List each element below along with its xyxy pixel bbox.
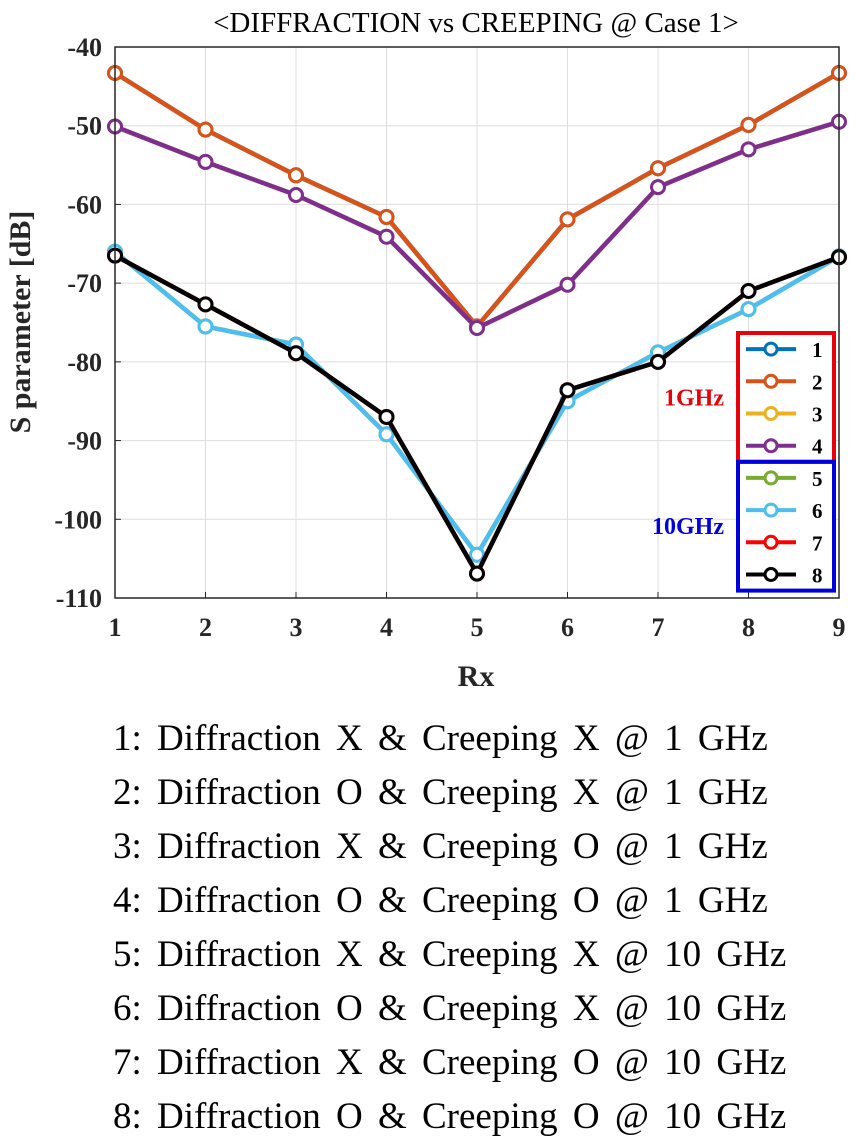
series-4-point-8 xyxy=(740,141,757,158)
series-4-point-4 xyxy=(378,228,395,245)
x-tick-label-4: 4 xyxy=(380,613,393,642)
series-8-point-8 xyxy=(740,283,757,300)
legend-group-label-1: 1GHz xyxy=(664,385,724,411)
series-8-point-6 xyxy=(559,382,576,399)
y-tick-label--100: -100 xyxy=(54,505,102,534)
series-4-point-7 xyxy=(650,179,666,196)
y-tick-label--110: -110 xyxy=(56,584,102,613)
legend-label-7: 7 xyxy=(812,531,823,555)
legend-marker-4 xyxy=(763,438,779,454)
series-4-point-5 xyxy=(469,320,485,337)
series-description-4: 4: Diffraction O & Creeping O @ 1 GHz xyxy=(113,880,768,921)
y-tick-label--80: -80 xyxy=(67,348,102,377)
series-4-point-2 xyxy=(197,153,214,170)
series-2-point-2 xyxy=(197,121,214,138)
x-tick-label-2: 2 xyxy=(199,613,212,642)
series-2-point-3 xyxy=(288,167,304,184)
legend-marker-8 xyxy=(763,567,779,582)
series-8-point-4 xyxy=(378,408,395,425)
series-6-point-2 xyxy=(197,318,214,335)
series-description-list: 1: Diffraction X & Creeping X @ 1 GHz 2:… xyxy=(113,712,786,1144)
series-description-6: 6: Diffraction O & Creeping X @ 10 GHz xyxy=(113,988,787,1029)
series-4-point-6 xyxy=(559,276,576,293)
y-axis-label: S parameter [dB] xyxy=(4,211,37,434)
legend-group-box-2 xyxy=(736,459,836,593)
series-6-point-5 xyxy=(469,546,485,563)
x-tick-label-8: 8 xyxy=(742,613,755,642)
x-tick-label-6: 6 xyxy=(561,613,574,642)
series-description-5: 5: Diffraction X & Creeping X @ 10 GHz xyxy=(113,934,787,975)
legend-marker-5 xyxy=(763,470,779,486)
series-description-7: 7: Diffraction X & Creeping O @ 10 GHz xyxy=(113,1042,787,1083)
x-tick-label-1: 1 xyxy=(109,613,122,642)
chart-title: <DIFFRACTION vs CREEPING @ Case 1> xyxy=(213,7,739,39)
x-tick-label-3: 3 xyxy=(290,613,303,642)
y-tick-label--90: -90 xyxy=(67,427,102,456)
legend-label-6: 6 xyxy=(812,499,823,523)
legend-marker-7 xyxy=(763,534,779,550)
series-8-point-5 xyxy=(469,565,485,582)
legend-label-3: 3 xyxy=(812,403,823,427)
series-6-point-8 xyxy=(740,301,757,318)
series-8-point-7 xyxy=(650,353,666,370)
y-tick-label--40: -40 xyxy=(67,33,102,62)
legend-marker-6 xyxy=(763,502,779,518)
legend-marker-1 xyxy=(763,341,779,357)
series-2-point-6 xyxy=(559,211,576,228)
legend-label-4: 4 xyxy=(812,435,823,459)
legend-label-5: 5 xyxy=(812,467,823,491)
legend-label-2: 2 xyxy=(812,370,823,394)
series-2-point-4 xyxy=(378,209,395,226)
legend-marker-3 xyxy=(763,406,779,421)
legend-marker-2 xyxy=(763,373,779,389)
y-tick-label--70: -70 xyxy=(67,269,102,298)
axes-frame xyxy=(114,46,840,599)
legend-group-label-2: 10GHz xyxy=(652,514,724,540)
line-chart: <DIFFRACTION vs CREEPING @ Case 1> Rx S … xyxy=(4,7,847,693)
x-axis-label: Rx xyxy=(458,660,495,693)
series-2-point-7 xyxy=(650,160,666,177)
series-description-2: 2: Diffraction O & Creeping X @ 1 GHz xyxy=(113,772,768,813)
series-description-1: 1: Diffraction X & Creeping X @ 1 GHz xyxy=(113,718,768,759)
series-8-point-2 xyxy=(197,296,214,313)
legend-label-8: 8 xyxy=(812,564,823,588)
x-tick-label-7: 7 xyxy=(652,613,665,642)
series-8-point-3 xyxy=(288,345,304,362)
plot-area: 1 2 3 4 5 6 7 8 9-40-50-60-70-80-90-100-11012345… xyxy=(54,33,847,642)
x-tick-label-5: 5 xyxy=(471,613,484,642)
series-description-8: 8: Diffraction O & Creeping O @ 10 GHz xyxy=(113,1096,787,1137)
series-2-point-8 xyxy=(740,116,757,133)
y-tick-label--50: -50 xyxy=(67,112,102,141)
legend-label-1: 1 xyxy=(812,338,823,362)
y-tick-label--60: -60 xyxy=(67,190,102,219)
series-description-3: 3: Diffraction X & Creeping O @ 1 GHz xyxy=(113,826,768,867)
series-4-point-3 xyxy=(288,186,304,203)
x-tick-label-9: 9 xyxy=(833,613,846,642)
series-6-point-4 xyxy=(378,426,395,443)
